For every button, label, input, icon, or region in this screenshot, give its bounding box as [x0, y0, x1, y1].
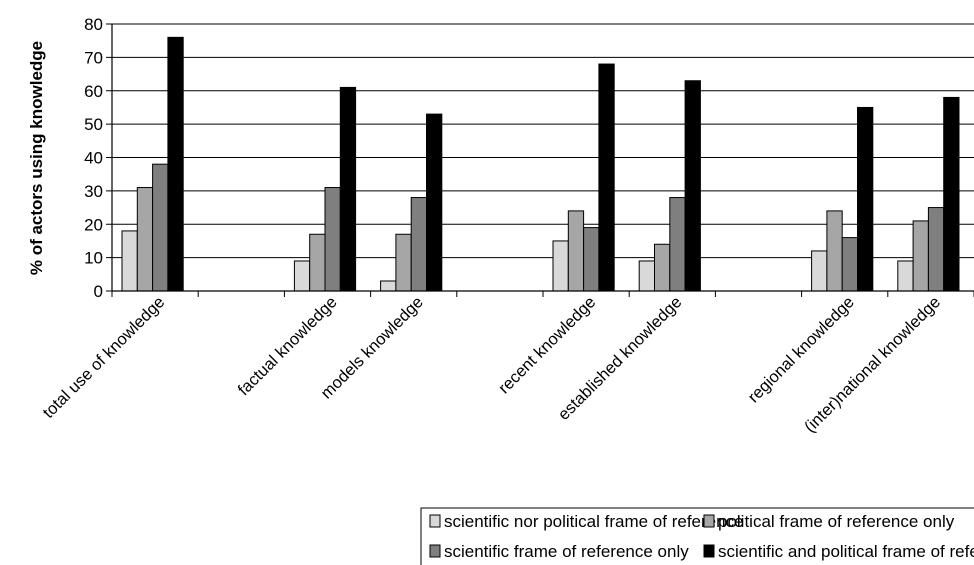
y-tick-label: 30	[84, 182, 103, 201]
y-tick-label: 60	[84, 82, 103, 101]
legend-frame	[420, 507, 974, 565]
bar	[395, 233, 412, 292]
bar	[638, 260, 656, 292]
gridlines	[112, 23, 974, 259]
legend-swatch	[703, 514, 715, 528]
bar	[598, 63, 615, 292]
y-axis-label: % of actors using knowledge	[27, 41, 46, 275]
bar	[324, 187, 341, 292]
legend-label: scientific frame of reference only	[444, 542, 689, 561]
bar	[567, 210, 585, 292]
axes	[106, 23, 974, 297]
legend-label: scientific nor political frame of refere…	[444, 512, 744, 531]
bar	[152, 163, 169, 292]
y-tick-label: 70	[84, 48, 103, 67]
bar	[426, 113, 443, 292]
legend-swatch	[429, 544, 441, 558]
legend-swatch	[703, 544, 715, 558]
y-tick-label: 20	[84, 215, 103, 234]
bar	[943, 96, 960, 292]
bar	[811, 250, 828, 292]
bar	[897, 260, 914, 292]
legend-label: scientific and political frame of refere…	[718, 542, 974, 561]
bar	[339, 86, 357, 292]
bar	[410, 197, 428, 292]
bar	[826, 210, 843, 292]
x-tick-labels: total use of knowledge factual knowledgem…	[39, 293, 944, 436]
legend-swatch	[429, 514, 441, 528]
bar	[136, 187, 154, 292]
bar	[654, 243, 671, 292]
y-tick-label: 10	[84, 249, 103, 268]
y-tick-label: 50	[84, 115, 103, 134]
bar	[669, 197, 686, 292]
bars	[121, 36, 960, 292]
bar	[857, 106, 874, 292]
x-tick-label: total use of knowledge	[39, 293, 168, 422]
bar	[552, 240, 569, 292]
legend-label: political frame of reference only	[718, 512, 955, 531]
y-tick-label: 40	[84, 149, 103, 168]
bar	[684, 80, 701, 292]
bar	[380, 280, 397, 292]
bar	[167, 36, 184, 292]
bar	[841, 237, 859, 292]
y-tick-label: 80	[84, 15, 103, 34]
y-tick-labels: 0 10 20 30 40 50 60 70 80	[84, 15, 103, 301]
bar	[583, 227, 600, 292]
legend: scientific nor political frame of refere…	[420, 507, 974, 565]
bar	[927, 207, 945, 292]
bar	[912, 220, 929, 292]
y-tick-label: 0	[94, 282, 103, 301]
bar	[309, 233, 326, 292]
bar	[293, 260, 311, 292]
bar	[121, 230, 138, 292]
